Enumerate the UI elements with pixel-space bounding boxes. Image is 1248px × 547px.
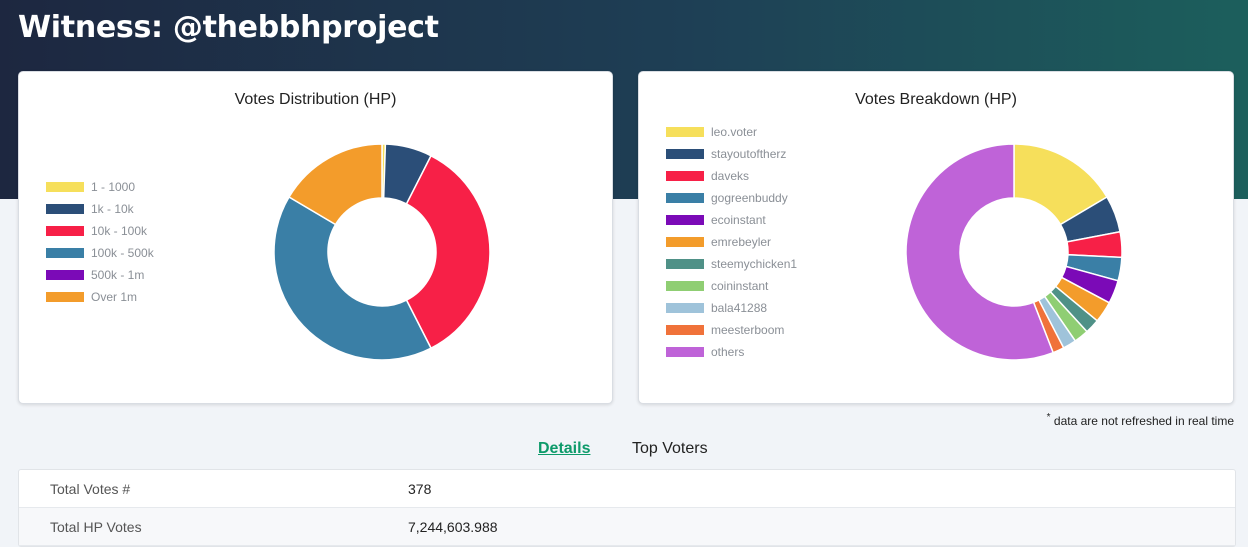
legend-swatch <box>46 248 84 258</box>
legend-label: leo.voter <box>711 125 758 139</box>
legend-item[interactable]: stayoutoftherz <box>666 143 797 165</box>
legend-swatch <box>666 193 704 203</box>
legend-item[interactable]: 10k - 100k <box>46 220 154 242</box>
legend-label: ecoinstant <box>711 213 766 227</box>
legend-swatch <box>666 259 704 269</box>
legend-swatch <box>666 127 704 137</box>
legend-swatch <box>46 270 84 280</box>
legend-label: daveks <box>711 169 750 183</box>
legend-item[interactable]: Over 1m <box>46 286 154 308</box>
refresh-footnote: * data are not refreshed in real time <box>1047 412 1234 428</box>
votes-breakdown-card: Votes Breakdown (HP) leo.voter stayoutof… <box>638 71 1234 404</box>
legend-label: others <box>711 345 745 359</box>
legend-item[interactable]: daveks <box>666 165 797 187</box>
legend-label: 10k - 100k <box>91 224 148 238</box>
legend-item[interactable]: 100k - 500k <box>46 242 154 264</box>
legend-item[interactable]: steemychicken1 <box>666 253 797 275</box>
donut-slice-100k-500k[interactable] <box>273 195 433 361</box>
legend-label: 1k - 10k <box>91 202 134 216</box>
legend-item[interactable]: 1k - 10k <box>46 198 154 220</box>
votes-distribution-donut <box>273 143 491 361</box>
legend-label: 1 - 1000 <box>91 180 136 194</box>
votes-breakdown-donut <box>905 143 1123 361</box>
legend-label: 500k - 1m <box>91 268 145 282</box>
legend-label: steemychicken1 <box>711 257 798 271</box>
legend-item[interactable]: bala41288 <box>666 297 797 319</box>
row-value: 7,244,603.988 <box>408 518 498 535</box>
legend-item[interactable]: others <box>666 341 797 363</box>
legend-label: gogreenbuddy <box>711 191 788 205</box>
votes-distribution-title: Votes Distribution (HP) <box>234 91 397 108</box>
legend-swatch <box>666 237 704 247</box>
legend-swatch <box>666 149 704 159</box>
legend-item[interactable]: emrebeyler <box>666 231 797 253</box>
row-label: Total Votes # <box>50 480 131 497</box>
legend-swatch <box>666 303 704 313</box>
legend-item[interactable]: gogreenbuddy <box>666 187 797 209</box>
legend-swatch <box>46 292 84 302</box>
legend-label: meesterboom <box>711 323 785 337</box>
legend-item[interactable]: leo.voter <box>666 121 797 143</box>
legend-swatch <box>666 171 704 181</box>
tab-top-voters[interactable]: Top Voters <box>632 440 708 457</box>
legend-item[interactable]: 500k - 1m <box>46 264 154 286</box>
donut-slice-over-1m[interactable] <box>288 143 383 226</box>
votes-distribution-legend: 1 - 1000 1k - 10k 10k - 100k 100k - 500k… <box>46 176 154 308</box>
footnote-marker: * <box>1046 412 1051 423</box>
legend-label: coininstant <box>711 279 769 293</box>
legend-label: Over 1m <box>91 290 138 304</box>
legend-swatch <box>666 215 704 225</box>
legend-label: emrebeyler <box>711 235 772 249</box>
row-label: Total HP Votes <box>50 518 142 535</box>
legend-item[interactable]: meesterboom <box>666 319 797 341</box>
footnote-text: data are not refreshed in real time <box>1050 414 1234 428</box>
legend-label: bala41288 <box>711 301 768 315</box>
legend-label: stayoutoftherz <box>711 147 787 161</box>
legend-label: 100k - 500k <box>91 246 154 260</box>
legend-swatch <box>46 182 84 192</box>
legend-swatch <box>666 281 704 291</box>
legend-item[interactable]: coininstant <box>666 275 797 297</box>
tab-details[interactable]: Details <box>538 440 591 457</box>
legend-swatch <box>666 347 704 357</box>
legend-swatch <box>46 226 84 236</box>
votes-breakdown-title: Votes Breakdown (HP) <box>855 91 1017 108</box>
legend-swatch <box>46 204 84 214</box>
row-value: 378 <box>408 480 432 497</box>
donut-slice-10k-100k[interactable] <box>405 154 491 350</box>
legend-item[interactable]: ecoinstant <box>666 209 797 231</box>
donut-slice-others[interactable] <box>905 143 1055 361</box>
votes-distribution-card: Votes Distribution (HP) 1 - 1000 1k - 10… <box>18 71 613 404</box>
table-row: Total HP Votes 7,244,603.988 <box>19 508 1235 546</box>
legend-item[interactable]: 1 - 1000 <box>46 176 154 198</box>
legend-swatch <box>666 325 704 335</box>
details-table: Total Votes # 378 Total HP Votes 7,244,6… <box>18 469 1236 547</box>
page-title: Witness: @thebbhproject <box>18 10 439 45</box>
table-row: Total Votes # 378 <box>19 470 1235 508</box>
votes-breakdown-legend: leo.voter stayoutoftherz daveks gogreenb… <box>666 121 797 363</box>
